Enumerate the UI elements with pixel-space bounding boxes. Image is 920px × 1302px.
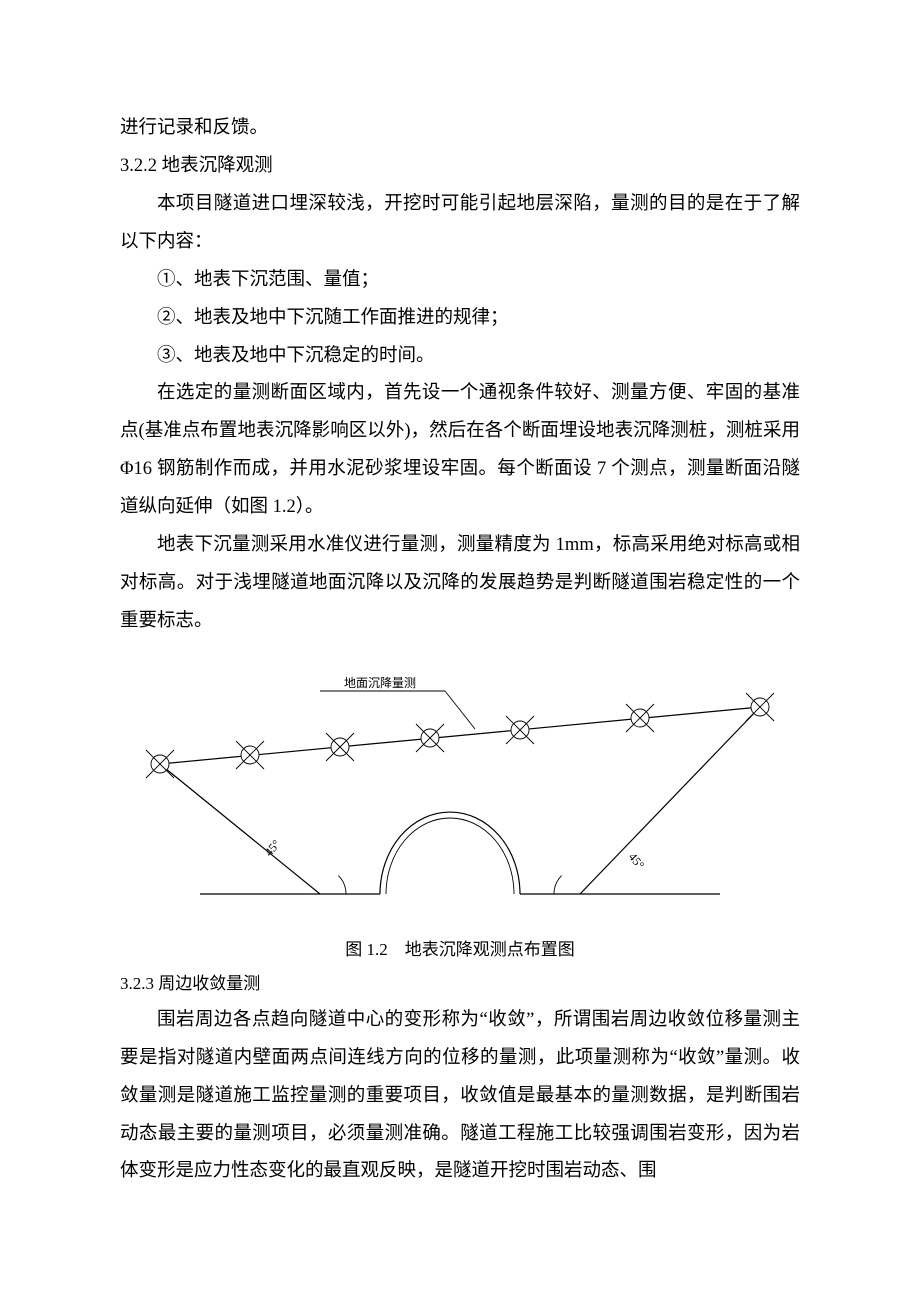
bullet-1: ①、地表下沉范围、量值； bbox=[120, 262, 800, 300]
figure-1-2-caption: 图 1.2 地表沉降观测点布置图 bbox=[120, 933, 800, 967]
svg-text:45°: 45° bbox=[262, 837, 284, 859]
paragraph-323: 围岩周边各点趋向隧道中心的变形称为“收敛”，所谓围岩周边收敛位移量测主要是指对隧… bbox=[120, 1002, 800, 1192]
document-page: 进行记录和反馈。 3.2.2 地表沉降观测 本项目隧道进口埋深较浅，开挖时可能引… bbox=[0, 0, 920, 1302]
bullet-2: ②、地表及地中下沉随工作面推进的规律； bbox=[120, 300, 800, 338]
svg-text:45°: 45° bbox=[626, 850, 648, 872]
section-3-2-2-heading: 3.2.2 地表沉降观测 bbox=[120, 148, 800, 186]
paragraph-precision-322: 地表下沉量测采用水准仪进行量测，测量精度为 1mm，标高采用绝对标高或相对标高。… bbox=[120, 527, 800, 641]
paragraph-intro-322: 本项目隧道进口埋深较浅，开挖时可能引起地层深陷，量测的目的是在于了解以下内容： bbox=[120, 186, 800, 262]
continuation-line: 进行记录和反馈。 bbox=[120, 110, 800, 148]
figure-1-2-container: 地面沉降量测 45° 45° bbox=[120, 669, 800, 929]
figure-1-2-diagram: 地面沉降量测 45° 45° bbox=[140, 669, 780, 929]
section-3-2-3-heading: 3.2.3 周边收敛量测 bbox=[120, 967, 800, 1002]
paragraph-method-322: 在选定的量测断面区域内，首先设一个通视条件较好、测量方便、牢固的基准点(基准点布… bbox=[120, 375, 800, 527]
svg-text:地面沉降量测: 地面沉降量测 bbox=[344, 676, 416, 690]
bullet-3: ③、地表及地中下沉稳定的时间。 bbox=[120, 338, 800, 376]
